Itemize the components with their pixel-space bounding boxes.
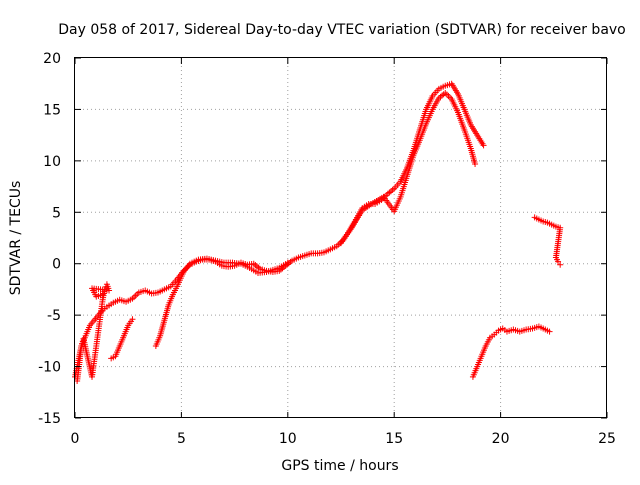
x-tick-label: 20 xyxy=(492,431,510,447)
y-tick-label: 20 xyxy=(43,51,61,67)
data-point xyxy=(284,259,291,266)
data-series xyxy=(531,214,564,268)
data-point xyxy=(472,160,479,167)
y-tick-label: 10 xyxy=(43,154,61,170)
y-tick-label: -10 xyxy=(38,360,61,376)
data-point xyxy=(546,328,553,335)
y-tick-label: -5 xyxy=(47,308,61,324)
x-tick-label: 25 xyxy=(598,431,616,447)
data-point xyxy=(480,142,487,149)
data-layer xyxy=(72,80,564,384)
data-series xyxy=(74,281,136,384)
y-axis-label: SDTVAR / TECUs xyxy=(8,181,24,296)
data-series xyxy=(152,89,479,349)
data-point xyxy=(557,261,564,268)
y-tick-label: 0 xyxy=(52,257,61,273)
plot-frame xyxy=(74,57,607,418)
data-point xyxy=(555,258,562,265)
x-axis-label: GPS time / hours xyxy=(281,458,398,474)
x-tick-label: 5 xyxy=(177,431,186,447)
data-point xyxy=(99,291,106,298)
data-series xyxy=(469,323,553,380)
chart-title: Day 058 of 2017, Sidereal Day-to-day VTE… xyxy=(58,22,626,38)
x-tick-label: 10 xyxy=(279,431,297,447)
data-point xyxy=(129,316,136,323)
x-tick-label: 0 xyxy=(71,431,80,447)
x-tick-label: 15 xyxy=(385,431,403,447)
y-tick-label: -15 xyxy=(38,411,61,427)
y-tick-label: 5 xyxy=(52,205,61,221)
tick-layer: 0 5 10 15 20 25 -15 -10 -5 0 5 10 15 20 xyxy=(38,51,616,447)
grid-layer xyxy=(75,58,607,418)
y-tick-label: 15 xyxy=(43,102,61,118)
